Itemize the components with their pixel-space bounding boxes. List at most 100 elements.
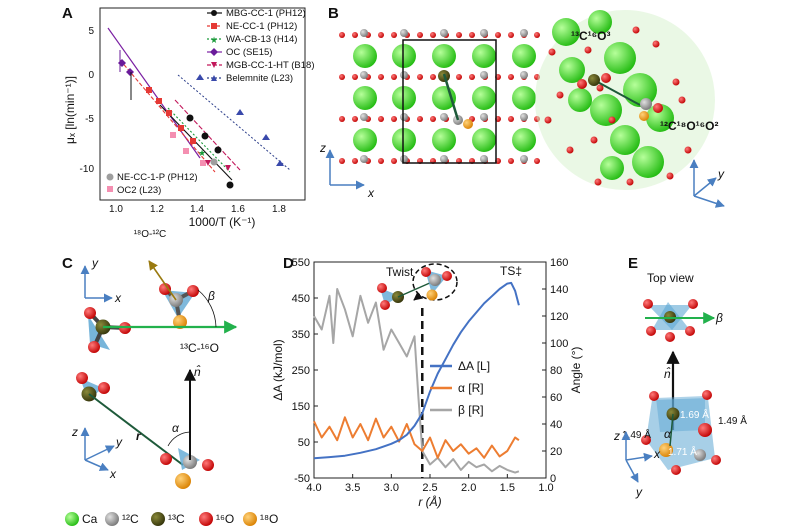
- oxygen-atom: [339, 32, 345, 38]
- oxygen-atom: [590, 136, 598, 144]
- axes-e: z x y: [613, 429, 661, 499]
- y-axis-label-left: ΔA (kJ/mol): [271, 339, 285, 400]
- oxygen-atom: [339, 116, 345, 122]
- oxygen-atom: [508, 32, 514, 38]
- carbon-12-atom: [520, 113, 528, 121]
- axis-label-x: x: [367, 186, 375, 200]
- carbon-12-atom: [400, 113, 408, 121]
- point-ne: [156, 98, 162, 104]
- axis-label-y: y: [115, 435, 123, 449]
- oxygen-atom: [596, 84, 604, 92]
- y-tick-label-left: 250: [292, 365, 310, 377]
- oxygen-atom: [495, 32, 501, 38]
- carbon-12-atom: [440, 29, 448, 37]
- calcium-atom: [432, 128, 456, 152]
- panel-label-b: B: [328, 5, 339, 22]
- x-tick-label: 2.5: [422, 482, 437, 494]
- y-tick-label-right: 0: [550, 473, 556, 485]
- panel-label-a: A: [62, 5, 73, 22]
- legend-marker-oc2: [107, 186, 113, 192]
- legend-atom-swatch: [151, 512, 165, 526]
- oxygen-atom: [469, 32, 475, 38]
- twist-label: Twist: [386, 265, 414, 279]
- twist-molecule: [377, 263, 458, 310]
- carbon-12-atom: [400, 155, 408, 163]
- oxygen-atom: [391, 74, 397, 80]
- oxygen-18-atom: [659, 443, 673, 457]
- vector-arrow: [148, 260, 177, 301]
- y-tick-label-left: 550: [292, 257, 310, 269]
- beta-label: β: [207, 289, 215, 303]
- point-belemnite: [196, 74, 204, 80]
- plot-a-yticks: 5 0 -5 -10: [80, 26, 95, 175]
- oxygen-atom: [378, 116, 384, 122]
- y-axis-label-right: Angle (°): [569, 347, 583, 394]
- panel-d: D 4.0 3.5 3.0 2.5 2.0 1.5 1.0 550 450 350 250 150 50…: [271, 255, 583, 509]
- calcium-atom: [632, 146, 664, 178]
- oxygen-atom: [702, 390, 712, 400]
- oxygen-atom: [377, 283, 387, 293]
- carbon-12-atom: [400, 71, 408, 79]
- upper-triangle: [656, 396, 705, 432]
- oxygen-atom: [339, 74, 345, 80]
- axis-label-z: z: [71, 425, 78, 439]
- legend-atom-label: Ca: [82, 512, 98, 526]
- calcium-atom: [432, 44, 456, 68]
- point-ne: [190, 138, 196, 144]
- carbon-12-atom: [520, 71, 528, 79]
- x-tick-label: 3.5: [345, 482, 360, 494]
- oxygen-atom: [430, 74, 436, 80]
- oxygen-atom: [378, 32, 384, 38]
- axis-label-y: y: [635, 485, 643, 499]
- legend-atom-swatch: [199, 512, 213, 526]
- y-tick-label-left: 450: [292, 293, 310, 305]
- calcium-atom: [623, 73, 657, 107]
- calcium-atom: [353, 44, 377, 68]
- ytick: 5: [88, 26, 94, 37]
- calcium-atom: [600, 156, 624, 180]
- legend-atom-swatch: [65, 512, 79, 526]
- legend-atom-swatch: [105, 512, 119, 526]
- unit-cell-box: [402, 39, 497, 164]
- carbon-12-atom: [480, 71, 488, 79]
- legend-item: MGB-CC-1-HT (B18): [226, 60, 315, 71]
- oxygen-atom: [187, 285, 199, 297]
- legend-marker-ne: [211, 23, 217, 29]
- oxygen-atom: [339, 158, 345, 164]
- y-tick-label-right: 20: [550, 446, 562, 458]
- oxygen-atom: [391, 158, 397, 164]
- oxygen-atom: [202, 459, 214, 471]
- plot-a-xticks: 1.0 1.2 1.4 1.6 1.8: [109, 204, 286, 215]
- point-mbg: [201, 132, 209, 140]
- calcium-atom: [559, 57, 585, 83]
- twist-circle: [412, 263, 458, 301]
- calcium-atom: [512, 86, 536, 110]
- series-line-1: [313, 416, 520, 459]
- normal-label: n̂: [664, 366, 671, 381]
- oxygen-atom: [352, 158, 358, 164]
- oxygen-atom: [649, 391, 659, 401]
- oxygen-atom: [469, 74, 475, 80]
- oxygen-atom: [534, 158, 540, 164]
- calcium-atom: [472, 128, 496, 152]
- oxygen-atom: [380, 300, 390, 310]
- axes-c-bottom: z y x: [71, 425, 123, 481]
- oxygen-atom: [391, 32, 397, 38]
- beta-label: β: [715, 311, 723, 325]
- point-oc: [126, 68, 134, 76]
- oxygen-atom: [508, 74, 514, 80]
- oxygen-atom: [653, 103, 663, 113]
- carbon-12-atom: [480, 29, 488, 37]
- point-mbg: [214, 146, 222, 154]
- oxygen-atom: [665, 332, 675, 342]
- carbon-12-atom: [694, 449, 706, 461]
- x-tick-label: 1.0: [538, 482, 553, 494]
- oxygen-atom: [646, 326, 656, 336]
- oxygen-atom: [544, 116, 552, 124]
- ytick: -10: [80, 164, 95, 175]
- point-oc2: [170, 132, 176, 138]
- fit-line-belemnite: [177, 74, 291, 171]
- x-tick-label: 3.0: [384, 482, 399, 494]
- normal-label: n̂: [194, 364, 201, 379]
- plot-a-frame: [99, 7, 306, 201]
